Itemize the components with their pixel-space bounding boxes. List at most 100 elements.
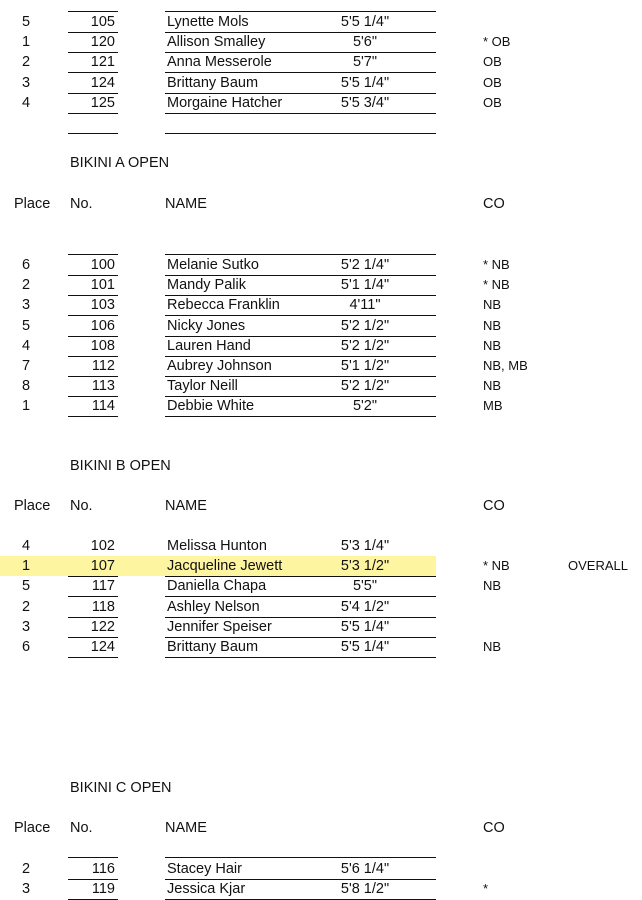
number-cell: 124 xyxy=(68,637,118,658)
name-cell: Lynette Mols 5'5 1/4" xyxy=(165,12,436,33)
co-cell: NB xyxy=(483,317,502,333)
table-row: 5 106 Nicky Jones 5'2 1/2" NB xyxy=(0,316,642,337)
number-cell xyxy=(68,113,118,134)
co-cell: NB xyxy=(483,578,502,594)
table-row: 1 114 Debbie White 5'2" MB xyxy=(0,396,642,418)
table-row: 5 117 Daniella Chapa 5'5" NB xyxy=(0,576,642,598)
number-cell: 108 xyxy=(68,336,118,357)
name-cell: Stacey Hair 5'6 1/4" xyxy=(165,859,436,880)
column-header-place: Place xyxy=(14,196,51,212)
rule-line xyxy=(165,857,436,858)
name-cell: Ashley Nelson 5'4 1/2" xyxy=(165,597,436,618)
table-row: 4 108 Lauren Hand 5'2 1/2" NB xyxy=(0,336,642,357)
column-header-name: NAME xyxy=(165,820,207,836)
name-cell: Rebecca Franklin 4'11" xyxy=(165,295,436,317)
place-cell: 3 xyxy=(22,881,31,898)
number-cell: 113 xyxy=(68,376,118,398)
rule-line xyxy=(165,254,436,255)
place-cell: 3 xyxy=(22,618,31,635)
co-cell: OB xyxy=(483,94,502,110)
co-cell: OB xyxy=(483,74,502,90)
place-cell: 2 xyxy=(22,598,31,615)
name-cell: Melissa Hunton 5'3 1/4" xyxy=(165,536,436,557)
height-text: 5'1 1/4" xyxy=(340,277,390,294)
table-row: 7 112 Aubrey Johnson 5'1 1/2" NB, MB xyxy=(0,356,642,377)
place-cell: 1 xyxy=(22,398,31,415)
name-text: Allison Smalley xyxy=(167,34,266,51)
place-cell: 1 xyxy=(22,558,31,575)
height-text: 5'7" xyxy=(352,54,378,71)
rule-line xyxy=(68,11,118,12)
name-cell: Daniella Chapa 5'5" xyxy=(165,576,436,598)
number-cell: 119 xyxy=(68,879,118,900)
number-cell: 118 xyxy=(68,597,118,618)
co-cell: NB xyxy=(483,378,502,394)
table-row: 8 113 Taylor Neill 5'2 1/2" NB xyxy=(0,376,642,398)
table-row: 5 105 Lynette Mols 5'5 1/4" xyxy=(0,12,642,33)
rule-line xyxy=(165,11,436,12)
table-row: 3 124 Brittany Baum 5'5 1/4" OB xyxy=(0,73,642,94)
place-cell: 5 xyxy=(22,578,31,595)
co-cell: * xyxy=(483,881,489,897)
height-text: 5'8 1/2" xyxy=(340,881,390,898)
number-cell: 114 xyxy=(68,396,118,418)
place-cell: 5 xyxy=(22,317,31,334)
name-text: Lynette Mols xyxy=(167,14,249,30)
height-text: 5'5 1/4" xyxy=(340,14,390,30)
column-header-place: Place xyxy=(14,820,51,836)
table-row: 2 101 Mandy Palik 5'1 1/4" * NB xyxy=(0,275,642,297)
table-row: 6 100 Melanie Sutko 5'2 1/4" * NB xyxy=(0,255,642,276)
table-row: 2 116 Stacey Hair 5'6 1/4" xyxy=(0,859,642,880)
height-text: 5'2 1/2" xyxy=(340,378,390,395)
name-text: Jessica Kjar xyxy=(167,881,246,898)
number-cell: 105 xyxy=(68,12,118,33)
height-text: 5'2 1/2" xyxy=(340,317,390,334)
co-cell: NB, MB xyxy=(483,358,528,373)
name-text: Mandy Palik xyxy=(167,277,246,294)
height-text: 5'3 1/4" xyxy=(340,538,390,554)
name-cell: Jennifer Speiser 5'5 1/4" xyxy=(165,617,436,638)
place-cell: 7 xyxy=(22,358,31,374)
table-row: 4 102 Melissa Hunton 5'3 1/4" xyxy=(0,536,642,557)
name-cell: Jessica Kjar 5'8 1/2" xyxy=(165,879,436,900)
column-header-co: CO xyxy=(483,196,505,212)
column-header-no: No. xyxy=(70,820,93,836)
overall-label: OVERALL xyxy=(568,558,628,574)
name-text: Lauren Hand xyxy=(167,337,251,354)
co-cell: OB xyxy=(483,54,502,70)
place-cell: 2 xyxy=(22,861,31,877)
number-cell: 106 xyxy=(68,316,118,337)
name-text: Morgaine Hatcher xyxy=(167,94,283,111)
place-cell: 3 xyxy=(22,297,31,314)
section-title: BIKINI B OPEN xyxy=(70,458,171,474)
name-cell: Aubrey Johnson 5'1 1/2" xyxy=(165,356,436,377)
column-header-name: NAME xyxy=(165,196,207,212)
co-cell: * NB xyxy=(483,257,510,272)
place-cell: 4 xyxy=(22,94,31,111)
co-cell: * OB xyxy=(483,34,511,50)
table-row: 2 118 Ashley Nelson 5'4 1/2" xyxy=(0,597,642,618)
table-row: 3 119 Jessica Kjar 5'8 1/2" * xyxy=(0,879,642,900)
rule-line xyxy=(68,857,118,858)
height-text: 5'6" xyxy=(352,34,378,51)
place-cell: 3 xyxy=(22,74,31,91)
co-cell: * NB xyxy=(483,558,510,574)
table-row: 4 125 Morgaine Hatcher 5'5 3/4" OB xyxy=(0,93,642,114)
name-text: Melissa Hunton xyxy=(167,538,267,554)
place-cell: 6 xyxy=(22,639,31,655)
table-row: 2 121 Anna Messerole 5'7" OB xyxy=(0,52,642,74)
column-header-no: No. xyxy=(70,498,93,514)
name-cell: Taylor Neill 5'2 1/2" xyxy=(165,376,436,398)
height-text: 5'4 1/2" xyxy=(340,598,390,615)
name-text: Brittany Baum xyxy=(167,74,259,91)
name-cell: Melanie Sutko 5'2 1/4" xyxy=(165,255,436,276)
name-text: Anna Messerole xyxy=(167,54,272,71)
name-text: Brittany Baum xyxy=(167,639,259,655)
column-header-no: No. xyxy=(70,196,93,212)
height-text: 5'5 1/4" xyxy=(340,618,390,635)
name-text: Jennifer Speiser xyxy=(167,618,272,635)
place-cell: 6 xyxy=(22,257,31,273)
name-text: Rebecca Franklin xyxy=(167,297,280,314)
name-text: Debbie White xyxy=(167,398,255,415)
column-header-co: CO xyxy=(483,820,505,836)
